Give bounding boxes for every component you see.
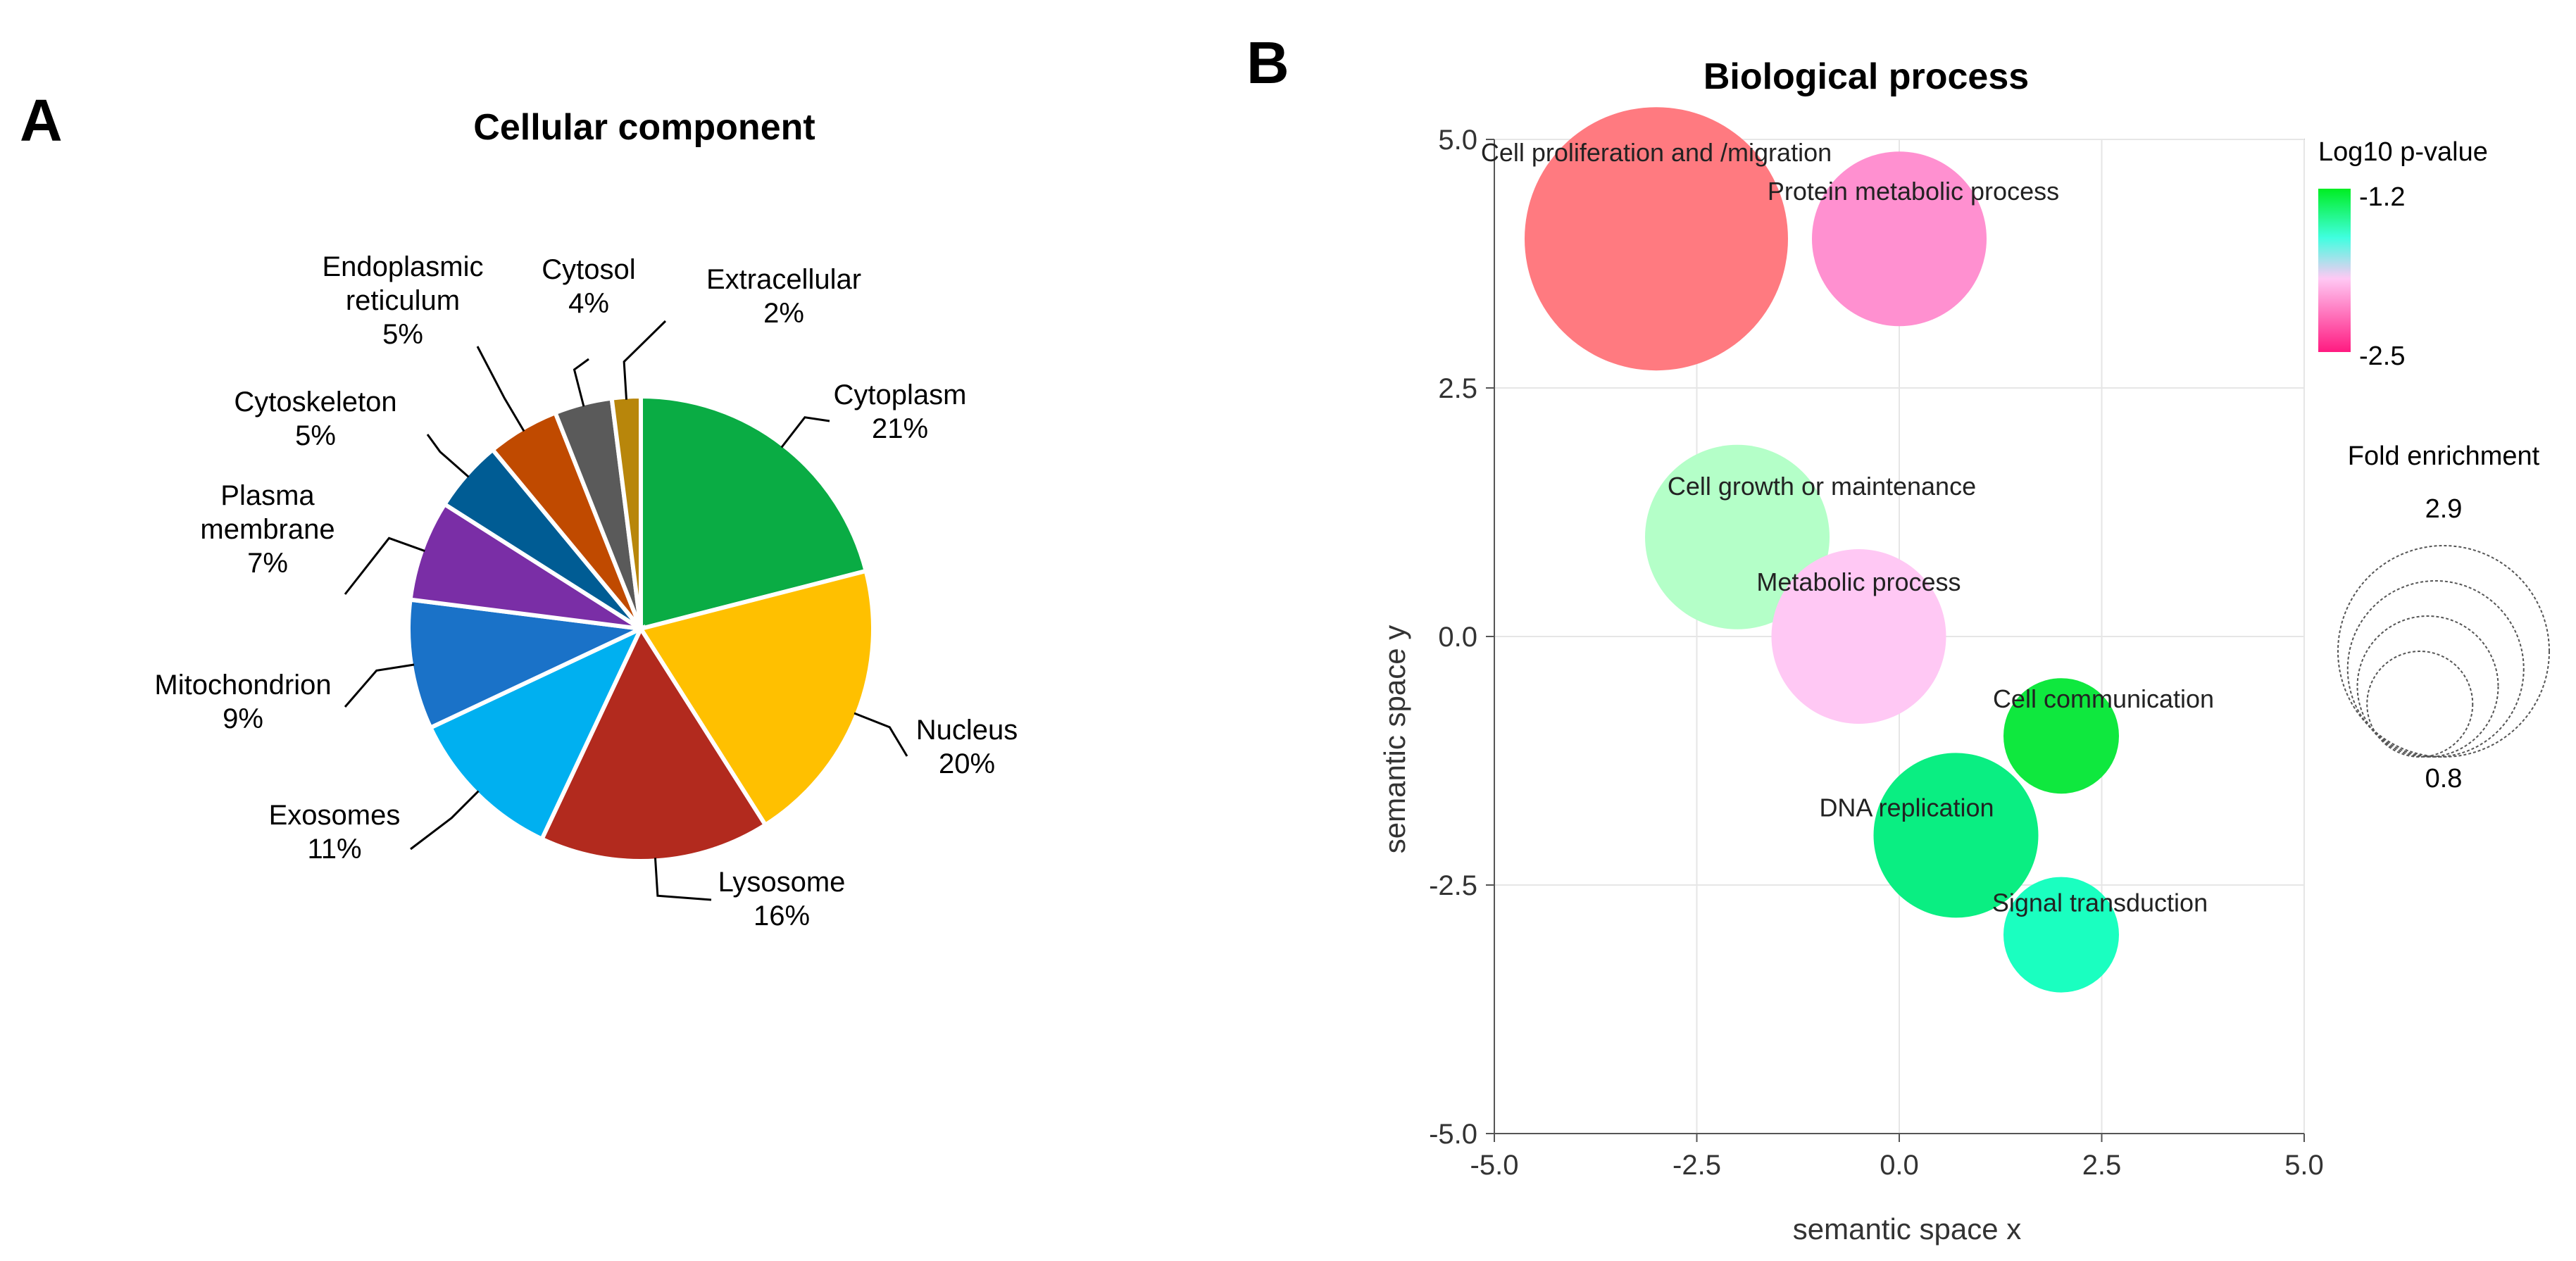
bubble-signal-transduction	[2003, 877, 2119, 993]
leader-line	[426, 434, 470, 478]
leader-line	[476, 346, 525, 432]
y-axis-label: semantic space y	[1378, 625, 1411, 853]
size-legend-min: 0.8	[2425, 764, 2463, 793]
scatter-chart: -5.0 -2.5 0.0 2.5 5.0-5.0-2.50.02.55.0 Cell p…	[1429, 107, 2324, 1181]
bubble-dna-replication	[1873, 753, 2039, 918]
size-legend-circle	[2366, 651, 2474, 758]
x-tick-label: -5.0	[1470, 1150, 1519, 1181]
leader-line	[623, 320, 667, 400]
pie-label: Endoplasmic reticulum 5%	[322, 251, 483, 350]
bubble-protein-metabolic-process	[1812, 151, 1987, 327]
scatter-title: Biological process	[1703, 56, 2029, 97]
size-legend-circle	[2356, 615, 2499, 758]
size-legend-circles	[2337, 545, 2550, 758]
color-scale-max: -1.2	[2359, 182, 2405, 212]
color-legend-title: Log10 p-value	[2318, 137, 2488, 167]
leader-line	[573, 358, 589, 407]
pie-label: Cytoplasm 21%	[834, 379, 967, 444]
pie-label: Exosomes 11%	[269, 800, 401, 865]
bubble-label: Cell communication	[1993, 684, 2214, 713]
leader-line	[854, 712, 908, 757]
y-tick-label: -2.5	[1429, 870, 1477, 901]
leader-line	[344, 663, 415, 708]
size-legend-circle	[2337, 545, 2550, 758]
pie-title: Cellular component	[473, 107, 815, 148]
x-tick-label: 0.0	[1880, 1150, 1919, 1181]
y-tick-label: -5.0	[1429, 1119, 1477, 1150]
bubble-metabolic-process	[1771, 549, 1946, 724]
leader-line	[654, 858, 712, 901]
bubble-cell-growth-or-maintenance	[1645, 444, 1830, 629]
color-scale-min: -2.5	[2359, 341, 2405, 371]
size-legend-max: 2.9	[2425, 494, 2463, 524]
color-scale-bar	[2318, 189, 2351, 352]
y-tick-label: 5.0	[1438, 125, 1477, 156]
size-legend-circle	[2346, 580, 2525, 758]
bubble-cell-proliferation-and-migration	[1525, 107, 1788, 371]
leader-line	[780, 416, 830, 448]
pie-label: Extracellular 2%	[706, 264, 861, 329]
bubble-cell-communication	[2003, 678, 2119, 794]
x-axis-label: semantic space x	[1793, 1212, 2021, 1246]
bubble-label: Cell growth or maintenance	[1668, 472, 1976, 501]
panel-a-letter: A	[20, 87, 63, 153]
pie-label: Cytoskeleton 5%	[234, 387, 396, 451]
leader-line	[410, 790, 480, 851]
bubble-label: DNA replication	[1819, 793, 1994, 822]
pie-label: Nucleus 20%	[916, 715, 1018, 779]
x-tick-label: -2.5	[1672, 1150, 1721, 1181]
pie-label: Cytosol 4%	[542, 254, 635, 319]
pie-chart: Cytoplasm 21% Nucleus 20% Lysosome 16% Exosome…	[154, 251, 1018, 931]
bubble-label: Protein metabolic process	[1768, 177, 2059, 206]
bubble-label: Signal transduction	[1992, 889, 2208, 917]
panel-b-letter: B	[1246, 30, 1289, 96]
bubble-label: Metabolic process	[1756, 567, 1961, 596]
pie-label: Lysosome 16%	[718, 867, 846, 931]
bubble-label: Cell proliferation and /migration	[1481, 138, 1832, 167]
leader-line	[344, 537, 425, 595]
x-tick-label: 2.5	[2082, 1150, 2122, 1181]
pie-label: Plasma membrane 7%	[200, 480, 334, 579]
pie-label: Mitochondrion 9%	[154, 670, 331, 734]
y-tick-label: 0.0	[1438, 622, 1477, 653]
y-tick-label: 2.5	[1438, 373, 1477, 404]
size-legend-title: Fold enrichment	[2348, 441, 2540, 471]
x-tick-label: 5.0	[2284, 1150, 2324, 1181]
